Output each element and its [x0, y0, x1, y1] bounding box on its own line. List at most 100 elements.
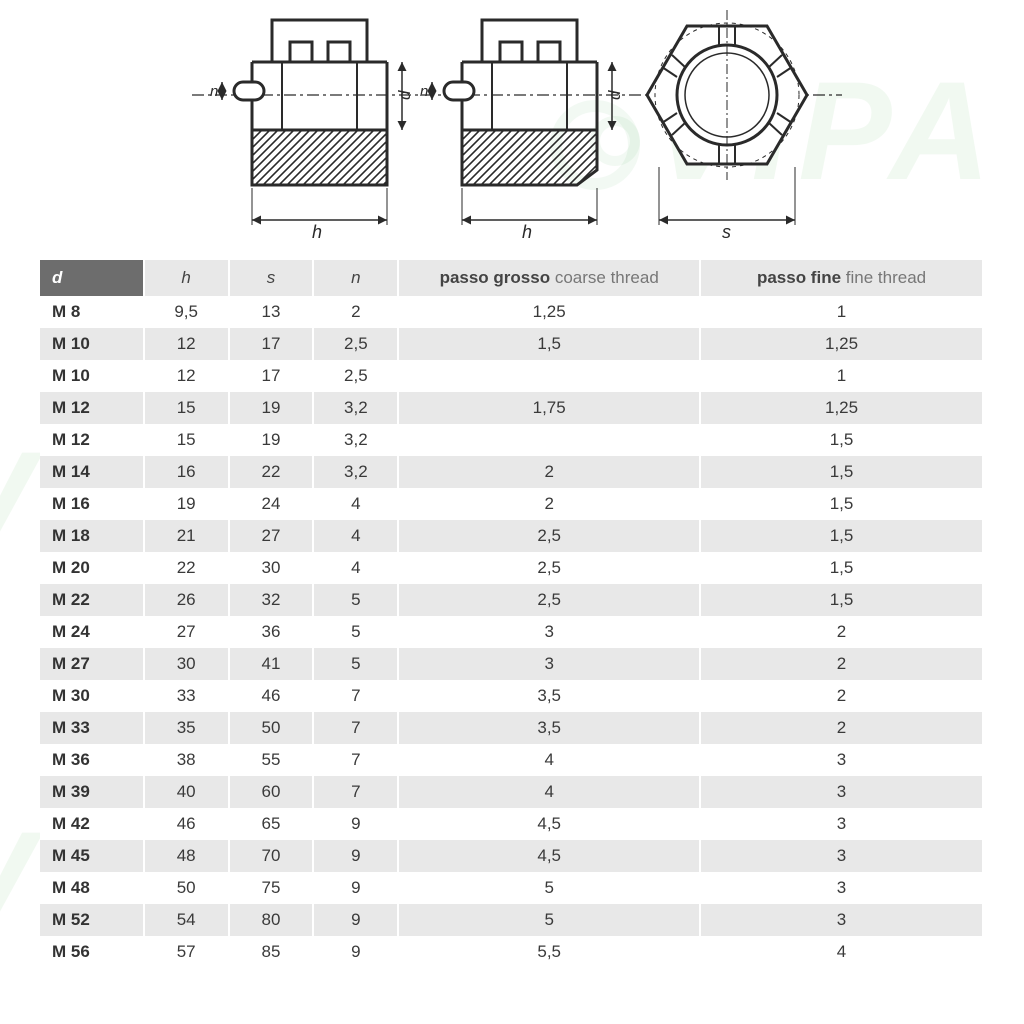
cell-n: 9 [313, 872, 398, 904]
cell-coarse: 2,5 [398, 520, 700, 552]
cell-s: 65 [229, 808, 314, 840]
cell-n: 7 [313, 744, 398, 776]
cell-fine: 4 [700, 936, 983, 968]
cell-coarse: 3,5 [398, 680, 700, 712]
cell-s: 75 [229, 872, 314, 904]
cell-h: 30 [144, 648, 229, 680]
table-row: M 1012172,51,51,25 [40, 328, 983, 360]
cell-s: 13 [229, 296, 314, 328]
table-row: M 56578595,54 [40, 936, 983, 968]
col-header-d: d [40, 260, 144, 296]
cell-h: 38 [144, 744, 229, 776]
dim-s-label: s [722, 222, 731, 242]
table-header-row: dhsnpasso grosso coarse threadpasso fine… [40, 260, 983, 296]
cell-fine: 1,25 [700, 392, 983, 424]
cell-s: 22 [229, 456, 314, 488]
cell-fine: 1,5 [700, 424, 983, 456]
cell-h: 46 [144, 808, 229, 840]
cell-s: 80 [229, 904, 314, 936]
table-row: M 273041532 [40, 648, 983, 680]
cell-n: 5 [313, 584, 398, 616]
cell-s: 17 [229, 328, 314, 360]
cell-s: 30 [229, 552, 314, 584]
table-row: M 1416223,221,5 [40, 456, 983, 488]
cell-s: 36 [229, 616, 314, 648]
col-header-s: s [229, 260, 314, 296]
table-row: M 485075953 [40, 872, 983, 904]
dimensions-table-wrap: dhsnpasso grosso coarse threadpasso fine… [0, 260, 1024, 968]
cell-s: 85 [229, 936, 314, 968]
cell-h: 15 [144, 424, 229, 456]
table-row: M 20223042,51,5 [40, 552, 983, 584]
cell-s: 70 [229, 840, 314, 872]
col-header-coarse: passo grosso coarse thread [398, 260, 700, 296]
cell-n: 9 [313, 808, 398, 840]
cell-d: M 27 [40, 648, 144, 680]
table-row: M 525480953 [40, 904, 983, 936]
cell-fine: 1,5 [700, 456, 983, 488]
cell-coarse: 4,5 [398, 840, 700, 872]
cell-s: 24 [229, 488, 314, 520]
cell-n: 7 [313, 712, 398, 744]
cell-h: 48 [144, 840, 229, 872]
cell-d: M 8 [40, 296, 144, 328]
cell-n: 3,2 [313, 424, 398, 456]
cell-fine: 2 [700, 616, 983, 648]
table-row: M 18212742,51,5 [40, 520, 983, 552]
cell-h: 33 [144, 680, 229, 712]
cell-h: 16 [144, 456, 229, 488]
cell-coarse: 1,75 [398, 392, 700, 424]
cell-d: M 20 [40, 552, 144, 584]
cell-coarse: 2,5 [398, 552, 700, 584]
table-row: M 161924421,5 [40, 488, 983, 520]
cell-s: 19 [229, 424, 314, 456]
cell-fine: 1,5 [700, 488, 983, 520]
cell-h: 15 [144, 392, 229, 424]
cell-coarse: 3 [398, 648, 700, 680]
cell-h: 22 [144, 552, 229, 584]
cell-d: M 33 [40, 712, 144, 744]
table-row: M 33355073,52 [40, 712, 983, 744]
cell-coarse: 4 [398, 744, 700, 776]
cell-d: M 24 [40, 616, 144, 648]
table-row: M 1012172,51 [40, 360, 983, 392]
cell-d: M 45 [40, 840, 144, 872]
table-row: M 30334673,52 [40, 680, 983, 712]
cell-h: 40 [144, 776, 229, 808]
cell-fine: 1,5 [700, 552, 983, 584]
col-header-h: h [144, 260, 229, 296]
cell-n: 7 [313, 776, 398, 808]
cell-coarse: 3 [398, 616, 700, 648]
cell-coarse: 5,5 [398, 936, 700, 968]
cell-d: M 12 [40, 424, 144, 456]
cell-s: 46 [229, 680, 314, 712]
cell-h: 50 [144, 872, 229, 904]
col-header-n: n [313, 260, 398, 296]
cell-h: 9,5 [144, 296, 229, 328]
cell-d: M 30 [40, 680, 144, 712]
cell-h: 35 [144, 712, 229, 744]
table-row: M 1215193,21,751,25 [40, 392, 983, 424]
table-row: M 394060743 [40, 776, 983, 808]
cell-s: 17 [229, 360, 314, 392]
table-row: M 363855743 [40, 744, 983, 776]
cell-d: M 48 [40, 872, 144, 904]
cell-s: 27 [229, 520, 314, 552]
cell-n: 5 [313, 616, 398, 648]
cell-n: 4 [313, 552, 398, 584]
cell-h: 27 [144, 616, 229, 648]
cell-d: M 14 [40, 456, 144, 488]
cell-n: 4 [313, 520, 398, 552]
cell-h: 26 [144, 584, 229, 616]
cell-coarse: 2 [398, 456, 700, 488]
cell-n: 3,2 [313, 392, 398, 424]
cell-h: 12 [144, 360, 229, 392]
cell-fine: 3 [700, 744, 983, 776]
svg-text:h: h [522, 222, 532, 242]
cell-coarse: 2,5 [398, 584, 700, 616]
cell-coarse: 1,25 [398, 296, 700, 328]
cell-n: 9 [313, 904, 398, 936]
cell-fine: 1 [700, 360, 983, 392]
cell-coarse [398, 424, 700, 456]
cell-n: 7 [313, 680, 398, 712]
